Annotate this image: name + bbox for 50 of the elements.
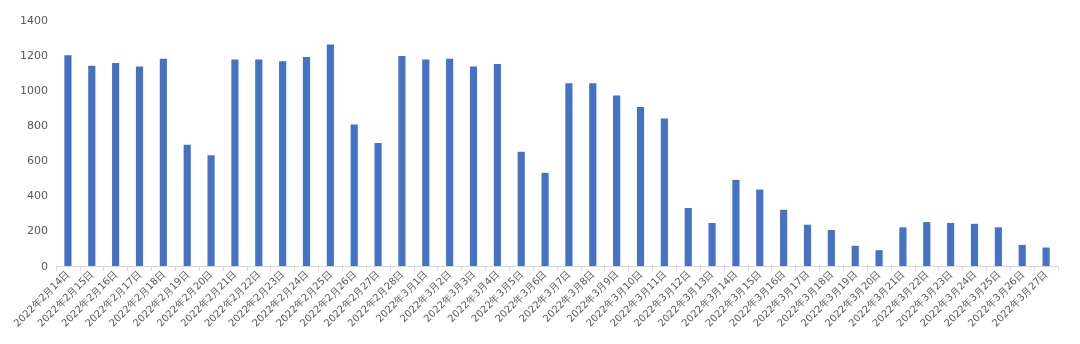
bar (565, 83, 573, 266)
bar (780, 209, 788, 266)
y-tick-label: 400 (27, 189, 48, 203)
y-tick-label: 800 (27, 118, 48, 132)
bar (207, 155, 215, 266)
bar (851, 245, 859, 266)
bar (994, 227, 1002, 266)
bar (1042, 247, 1050, 266)
bar (112, 63, 120, 266)
bar (875, 250, 883, 266)
y-tick-label: 600 (27, 154, 48, 168)
bar (183, 144, 191, 266)
bar (589, 83, 597, 266)
bar (446, 58, 454, 266)
y-tick-label: 200 (27, 224, 48, 238)
y-tick-label: 1400 (20, 13, 48, 27)
bar (302, 56, 311, 266)
y-tick-label: 1200 (20, 48, 48, 62)
bar (732, 179, 740, 266)
bar (827, 229, 835, 266)
bar (803, 224, 812, 266)
bar (613, 95, 621, 266)
bar (326, 44, 334, 266)
bar (636, 106, 645, 266)
bar (231, 59, 239, 266)
bar (374, 143, 382, 266)
bar (684, 208, 692, 266)
bar (708, 222, 716, 266)
bar (279, 61, 287, 266)
bar (1018, 244, 1026, 266)
bar (660, 118, 668, 266)
bar (422, 59, 430, 266)
bar (756, 189, 764, 266)
y-tick-label: 0 (41, 259, 48, 273)
bar (541, 172, 549, 266)
bar (517, 151, 525, 266)
bar (88, 65, 96, 266)
bar (947, 222, 955, 266)
bar (970, 223, 979, 266)
bar (899, 227, 907, 266)
bar (493, 63, 501, 266)
y-tick-label: 1000 (20, 83, 48, 97)
bar (350, 124, 358, 266)
bar (923, 222, 931, 266)
bar (159, 58, 167, 266)
bar (398, 56, 406, 266)
bar (64, 55, 72, 266)
bar (469, 66, 478, 266)
bar (135, 66, 144, 266)
bar (255, 59, 263, 266)
